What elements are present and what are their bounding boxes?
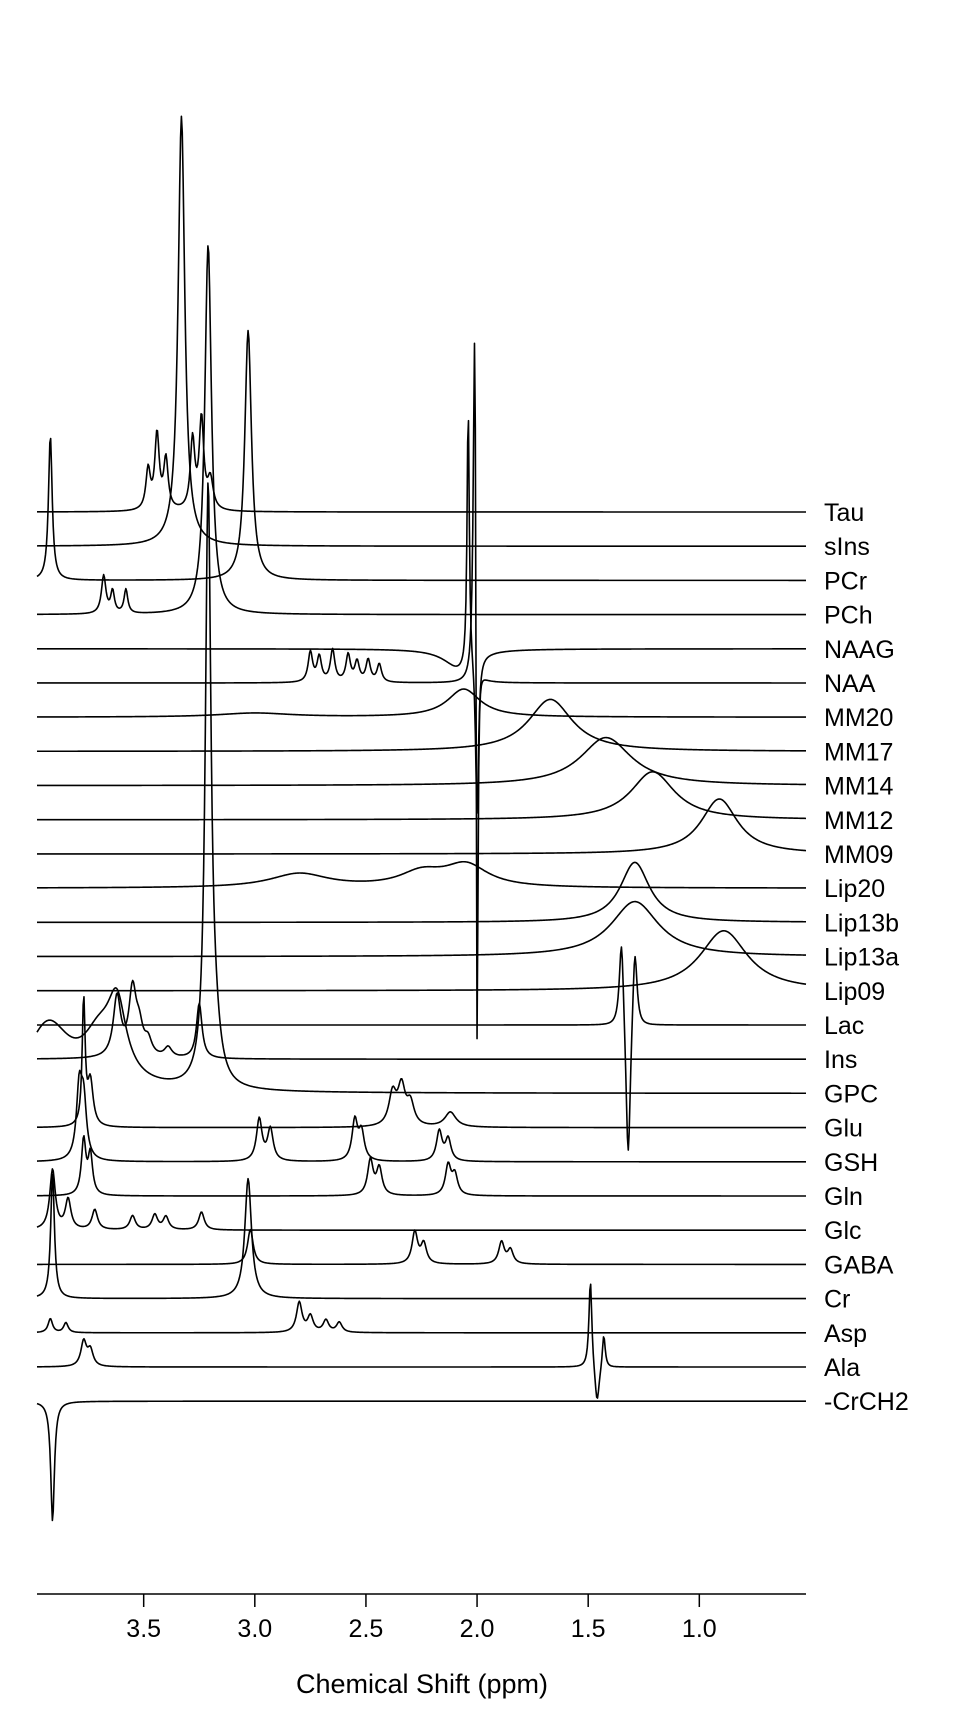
series-naag: NAAG: [37, 419, 895, 814]
series-line: [36, 1069, 806, 1163]
series-label: Ins: [824, 1046, 857, 1074]
series-line: [36, 1134, 806, 1197]
series-mm17: MM17: [37, 698, 893, 766]
series-glc: Glc: [36, 1168, 862, 1245]
series-label: Lip09: [824, 978, 885, 1006]
series-line: [37, 1228, 806, 1266]
series-mm14: MM14: [37, 736, 894, 801]
series-gaba: GABA: [37, 1228, 894, 1279]
series-tau: Tau: [37, 412, 864, 527]
series-lip13b: Lip13b: [37, 861, 899, 937]
x-tick-label: 2.5: [349, 1615, 384, 1643]
series--crch2: -CrCH2: [36, 1388, 909, 1522]
series-label: Cr: [824, 1286, 850, 1314]
series-line: [36, 329, 806, 582]
series-gsh: GSH: [36, 1069, 878, 1177]
x-tick-label: 3.0: [237, 1615, 272, 1643]
x-axis-title: Chemical Shift (ppm): [296, 1669, 548, 1699]
series-label: Lip13a: [824, 944, 899, 972]
series-ins: Ins: [36, 979, 857, 1074]
series-lip09: Lip09: [37, 930, 885, 1006]
series-lip20: Lip20: [36, 860, 885, 903]
series-label: Lip20: [824, 875, 885, 903]
series-line: [37, 245, 806, 616]
series-label: Tau: [824, 499, 864, 527]
x-ticks: 3.5 3.0 2.5 2.0 1.5 1.0: [126, 1594, 717, 1643]
series-asp: Asp: [36, 1300, 867, 1348]
series-label: Lac: [824, 1012, 864, 1040]
series-label: MM17: [824, 738, 893, 766]
series-ala: Ala: [36, 1283, 860, 1399]
series-label: Ala: [824, 1354, 860, 1382]
series-line: [37, 342, 806, 1040]
series-line: [37, 900, 807, 958]
series-line: [36, 482, 806, 1095]
series-line: [36, 1300, 806, 1334]
series-mm20: MM20: [37, 688, 893, 732]
series-line: [36, 1283, 806, 1399]
series-label: GSH: [824, 1149, 878, 1177]
x-tick-label: 1.5: [571, 1615, 606, 1643]
series-label: Glc: [824, 1217, 862, 1245]
series-cr: Cr: [36, 1173, 850, 1314]
series-glu: Glu: [36, 995, 863, 1143]
x-tick-label: 2.0: [460, 1615, 495, 1643]
series-line: [37, 861, 807, 924]
series-label: Asp: [824, 1320, 867, 1348]
x-tick-label: 1.0: [682, 1615, 717, 1643]
series-label: GPC: [824, 1080, 878, 1108]
series-sins: sIns: [37, 115, 870, 561]
series-line: [37, 798, 807, 855]
series-pch: PCh: [37, 245, 873, 630]
x-tick-label: 3.5: [126, 1615, 161, 1643]
series-gpc: GPC: [36, 482, 878, 1108]
series-label: Gln: [824, 1183, 863, 1211]
series-line: [36, 979, 806, 1060]
series-line: [37, 930, 807, 992]
series-line: [37, 115, 806, 547]
series-label: NAA: [824, 670, 876, 698]
series-group: Tau sIns PCr PCh NAAG NAA MM20 MM17 MM14 MM12 MM09…: [36, 115, 909, 1522]
series-label: GABA: [824, 1251, 894, 1279]
series-label: PCh: [824, 602, 873, 630]
series-line: [36, 1173, 806, 1300]
series-label: sIns: [824, 533, 870, 561]
series-line: [37, 419, 806, 814]
series-line: [36, 995, 806, 1129]
series-mm12: MM12: [37, 771, 893, 835]
series-lac: Lac: [37, 946, 864, 1151]
series-line: [37, 771, 807, 821]
series-gln: Gln: [36, 1134, 863, 1211]
series-label: Lip13b: [824, 909, 899, 937]
series-label: NAAG: [824, 636, 895, 664]
series-line: [37, 946, 806, 1151]
series-label: MM20: [824, 704, 893, 732]
series-line: [36, 1168, 806, 1231]
series-mm09: MM09: [37, 798, 893, 869]
series-line: [37, 698, 806, 753]
series-label: MM12: [824, 807, 893, 835]
series-lip13a: Lip13a: [37, 900, 899, 972]
series-naa: NAA: [37, 342, 876, 1040]
series-label: MM14: [824, 773, 894, 801]
series-line: [37, 736, 807, 787]
series-label: PCr: [824, 567, 867, 595]
series-pcr: PCr: [36, 329, 867, 595]
series-line: [37, 688, 806, 718]
series-label: -CrCH2: [824, 1388, 909, 1416]
series-label: MM09: [824, 841, 893, 869]
series-line: [37, 412, 806, 513]
series-line: [36, 1400, 806, 1522]
series-line: [36, 860, 806, 889]
series-label: Glu: [824, 1115, 863, 1143]
